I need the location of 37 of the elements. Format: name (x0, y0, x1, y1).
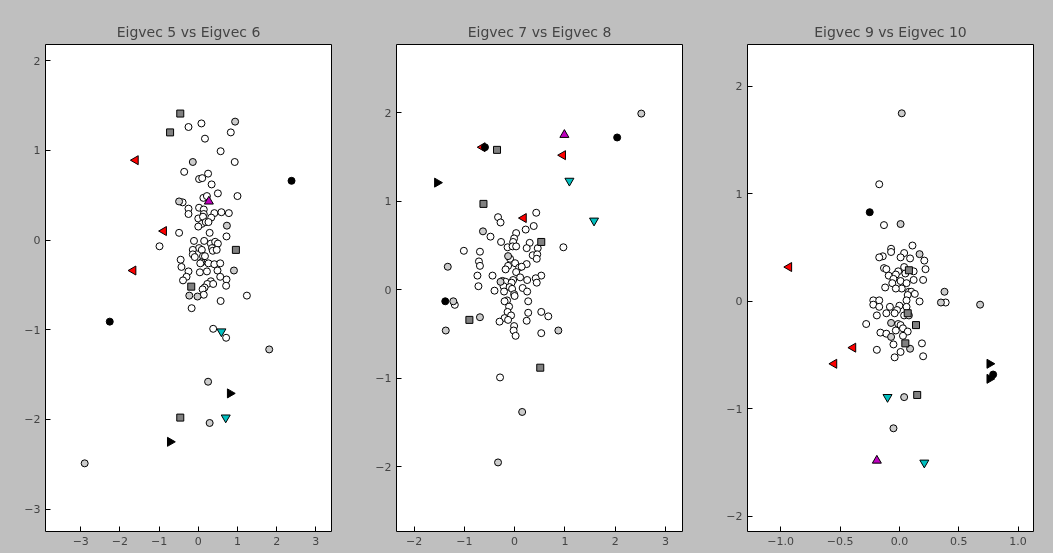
x-tick-label: −3 (72, 534, 89, 548)
y-tick-label: −2 (24, 413, 41, 427)
y-tick-label: 2 (735, 80, 743, 94)
x-tick-label: 0.0 (890, 534, 909, 548)
x-tick-label: 2 (611, 534, 619, 548)
y-tick-label: 2 (33, 54, 41, 68)
x-tick-label: −1 (456, 534, 473, 548)
x-tick-label: 1 (561, 534, 569, 548)
y-tick-label: 0 (384, 283, 392, 297)
x-tick-label: 1.0 (1009, 534, 1027, 548)
x-tick-label: 0 (194, 534, 202, 548)
x-tick-label: 3 (661, 534, 669, 548)
y-tick-label: −1 (726, 402, 743, 416)
y-tick-label: −2 (726, 510, 743, 524)
x-tick-label: 1 (233, 534, 241, 548)
x-tick-label: −1.0 (767, 534, 795, 548)
chart-title: Eigvec 7 vs Eigvec 8 (467, 23, 612, 40)
x-tick-label: 2 (273, 534, 281, 548)
y-tick-label: 0 (735, 295, 743, 309)
y-tick-label: −3 (24, 503, 41, 517)
chart-title: Eigvec 5 vs Eigvec 6 (116, 23, 261, 40)
y-tick-label: −1 (24, 323, 41, 337)
x-tick-label: −0.5 (826, 534, 854, 548)
chart-title: Eigvec 9 vs Eigvec 10 (814, 23, 967, 40)
y-tick-label: 1 (33, 144, 41, 158)
y-tick-label: −1 (375, 372, 392, 386)
x-tick-label: 0.5 (949, 534, 968, 548)
y-tick-label: −2 (375, 460, 392, 474)
y-tick-label: 1 (735, 187, 743, 201)
x-tick-label: −2 (405, 534, 423, 548)
y-tick-label: 2 (384, 106, 392, 120)
x-tick-label: 0 (511, 534, 519, 548)
y-tick-label: 0 (33, 234, 41, 248)
x-tick-label: −2 (111, 534, 129, 548)
x-tick-label: 3 (312, 534, 320, 548)
y-tick-label: 1 (384, 195, 392, 209)
x-tick-label: −1 (151, 534, 168, 548)
